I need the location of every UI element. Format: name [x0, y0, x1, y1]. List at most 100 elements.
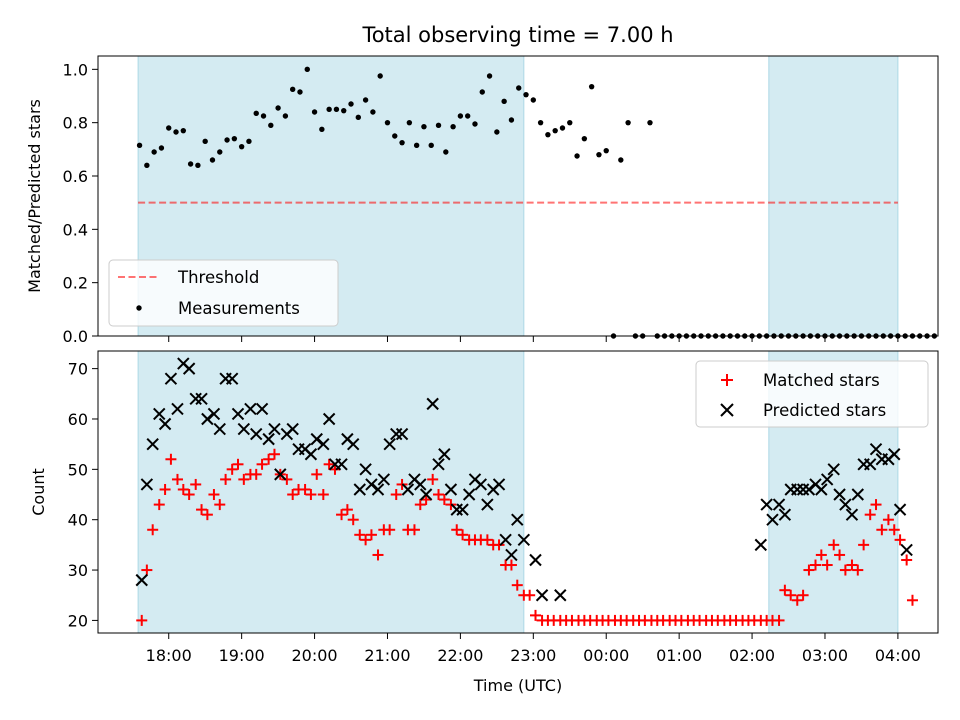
measurement-point	[348, 101, 354, 107]
matched-star-point	[136, 614, 148, 626]
matched-star-point	[803, 564, 815, 576]
measurement-point	[486, 73, 493, 79]
predicted-star-point	[414, 478, 427, 491]
measurement-point	[428, 142, 434, 149]
matched-star-point	[201, 509, 213, 521]
predicted-star-point	[171, 402, 184, 416]
measurement-point	[530, 97, 537, 103]
predicted-star-point	[322, 412, 336, 426]
x-tick-label: 01:00	[656, 646, 702, 665]
count-y-ticks: 20 30 40 50 60 70	[68, 360, 98, 630]
predicted-star-point	[462, 488, 476, 501]
measurement-point	[187, 161, 194, 167]
measurement-point	[297, 89, 303, 95]
matched-star-point	[876, 524, 888, 536]
predicted-star-point	[796, 483, 810, 496]
measurement-point	[494, 129, 500, 135]
measurement-point	[195, 162, 201, 169]
measurement-point	[392, 133, 398, 139]
measurement-point	[516, 85, 522, 91]
predicted-star-point	[201, 412, 214, 426]
predicted-star-point	[250, 427, 263, 441]
matched-star-point	[183, 489, 195, 501]
predicted-star-point	[851, 488, 864, 501]
matched-star-point	[882, 514, 894, 526]
count-panel: 20 30 40 50 60 70 18:00 19:00 20:00 21:00 22:00 23…	[29, 350, 939, 695]
count-y-axis-label: Count	[29, 468, 48, 516]
x-tick-label: 20:00	[292, 646, 338, 665]
y-tick-label: 0.0	[63, 327, 88, 346]
measurement-point	[501, 98, 507, 105]
legend-predicted-swatch	[720, 403, 734, 417]
predicted-star-point	[426, 397, 439, 411]
ratio-y-ticks: 0.0 0.2 0.4 0.6 0.8 1.0	[63, 60, 98, 346]
measurement-point	[326, 106, 332, 113]
ratio-panel-frame	[97, 55, 939, 337]
ratio-legend: Threshold Measurements	[108, 259, 339, 327]
legend-predicted-label: Predicted stars	[763, 401, 886, 420]
y-tick-label: 20	[68, 611, 88, 630]
count-x-ticks: 18:00 19:00 20:00 21:00 22:00 23:00 00:00 01:00…	[146, 633, 921, 665]
x-tick-label: 22:00	[437, 646, 483, 665]
matched-star-point	[214, 499, 226, 511]
y-tick-label: 0.2	[63, 274, 88, 293]
matched-star-point	[852, 564, 864, 576]
measurement-point	[144, 162, 150, 169]
measurement-point	[333, 106, 340, 113]
measurement-point	[596, 151, 602, 158]
predicted-star-point	[335, 458, 348, 471]
predicted-star-point	[244, 402, 257, 416]
matched-star-point	[821, 559, 833, 571]
ratio-panel: 0.0 0.2 0.4 0.6 0.8 1.0 Matched/Predicted sta…	[25, 55, 939, 346]
measurement-point	[384, 119, 391, 126]
y-tick-label: 0.4	[63, 220, 88, 239]
y-tick-label: 30	[68, 561, 88, 580]
predicted-star-point	[450, 503, 463, 516]
measurement-point	[289, 86, 296, 93]
predicted-star-point	[554, 589, 567, 602]
predicted-star-point	[286, 422, 299, 436]
matched-star-point	[408, 524, 420, 536]
matched-star-point	[901, 554, 913, 566]
matched-star-point	[226, 463, 238, 475]
matched-star-point	[147, 524, 159, 536]
y-tick-label: 0.6	[63, 167, 88, 186]
measurement-point	[567, 119, 573, 126]
predicted-star-point	[225, 372, 239, 385]
predicted-star-point	[347, 437, 360, 451]
predicted-star-point	[140, 478, 154, 491]
measurement-point	[224, 137, 230, 143]
matched-star-point	[839, 564, 851, 576]
matched-star-point	[384, 524, 396, 536]
predicted-star-point	[146, 437, 159, 451]
predicted-star-point	[353, 483, 366, 496]
predicted-star-point	[262, 432, 275, 446]
matched-star-point	[864, 509, 876, 521]
matched-star-point	[828, 539, 840, 551]
predicted-star-point	[213, 422, 226, 436]
measurement-point	[559, 125, 566, 131]
matched-star-point	[834, 549, 846, 561]
measurement-point	[180, 127, 187, 134]
y-tick-label: 70	[68, 360, 88, 379]
predicted-star-point	[401, 483, 415, 496]
legend-measurements-label: Measurements	[178, 299, 300, 318]
predicted-star-point	[135, 573, 148, 587]
predicted-star-point	[274, 468, 287, 481]
ratio-y-axis-label: Matched/Predicted stars	[25, 99, 44, 293]
predicted-star-point	[754, 538, 768, 552]
measurement-point	[370, 109, 376, 115]
predicted-star-point	[772, 498, 786, 511]
measurement-point	[413, 142, 420, 149]
predicted-star-point	[377, 473, 391, 486]
x-tick-label: 04:00	[875, 646, 921, 665]
x-tick-label: 00:00	[583, 646, 629, 665]
matched-star-point	[894, 534, 906, 546]
measurement-point	[581, 135, 588, 142]
matched-star-point	[360, 534, 372, 546]
measurement-point	[304, 66, 310, 73]
predicted-star-point	[815, 483, 828, 496]
matched-star-point	[159, 483, 171, 495]
measurement-point	[647, 119, 653, 126]
predicted-star-point	[517, 533, 531, 547]
